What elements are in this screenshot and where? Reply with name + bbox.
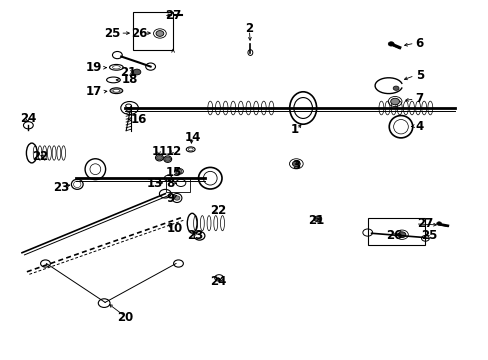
Circle shape	[392, 86, 398, 90]
Circle shape	[176, 169, 182, 174]
Text: 22: 22	[32, 150, 48, 163]
Text: 18: 18	[121, 73, 137, 86]
Text: 16: 16	[131, 113, 147, 126]
Text: 5: 5	[415, 69, 423, 82]
Text: 20: 20	[117, 311, 133, 324]
Text: 24: 24	[20, 112, 37, 125]
Text: 2: 2	[245, 22, 253, 35]
Bar	[367, 218, 425, 245]
Text: 25: 25	[421, 229, 437, 242]
Text: 23: 23	[186, 229, 203, 242]
Circle shape	[174, 196, 180, 200]
Text: 22: 22	[210, 204, 226, 217]
Ellipse shape	[113, 89, 120, 92]
Circle shape	[390, 98, 399, 105]
Text: 12: 12	[165, 145, 181, 158]
Text: 17: 17	[86, 85, 102, 98]
Text: 11: 11	[151, 145, 167, 158]
Text: 24: 24	[210, 275, 226, 288]
Text: 3: 3	[291, 159, 300, 172]
Circle shape	[397, 232, 405, 238]
Text: 26: 26	[386, 229, 402, 242]
Text: 27: 27	[165, 9, 181, 22]
Text: 10: 10	[166, 222, 182, 235]
Bar	[166, 178, 189, 192]
Text: 1: 1	[290, 123, 299, 136]
Ellipse shape	[110, 88, 122, 94]
Text: 8: 8	[166, 177, 174, 190]
Text: 26: 26	[131, 27, 147, 40]
Text: 19: 19	[86, 61, 102, 74]
Circle shape	[313, 216, 321, 222]
Text: 6: 6	[415, 37, 423, 50]
Circle shape	[156, 156, 162, 160]
Text: 21: 21	[307, 214, 324, 227]
Text: 4: 4	[415, 120, 423, 132]
Circle shape	[164, 157, 170, 161]
Circle shape	[387, 42, 393, 46]
Text: 27: 27	[416, 217, 432, 230]
Circle shape	[436, 222, 441, 225]
Text: 7: 7	[415, 93, 423, 105]
Bar	[133, 12, 173, 50]
Text: 14: 14	[184, 131, 201, 144]
Text: 15: 15	[165, 166, 181, 179]
Text: 13: 13	[146, 177, 163, 190]
Text: 23: 23	[53, 181, 69, 194]
Text: 9: 9	[166, 192, 174, 204]
Circle shape	[156, 31, 163, 36]
Text: 25: 25	[104, 27, 120, 40]
Circle shape	[292, 161, 300, 167]
Text: 21: 21	[120, 66, 136, 78]
Circle shape	[133, 69, 141, 75]
